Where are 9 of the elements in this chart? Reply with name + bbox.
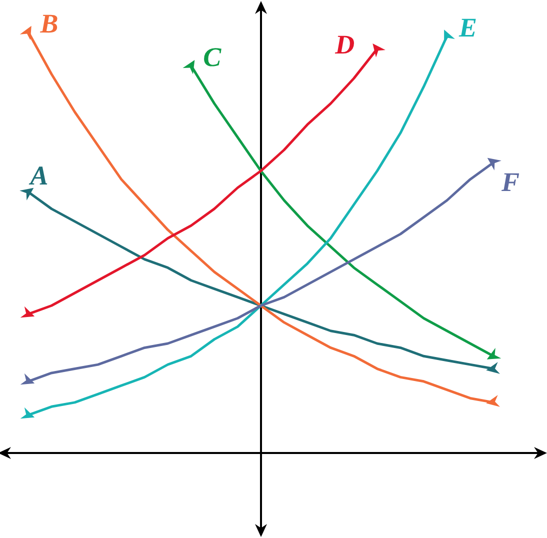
series-label: D xyxy=(334,29,355,60)
point xyxy=(487,348,502,360)
series-label: A xyxy=(28,160,48,190)
series-label: B xyxy=(39,8,58,38)
point xyxy=(20,306,35,318)
series-label: F xyxy=(500,166,520,197)
series-label: C xyxy=(203,42,222,72)
series-label: E xyxy=(458,12,477,43)
point xyxy=(20,374,35,385)
